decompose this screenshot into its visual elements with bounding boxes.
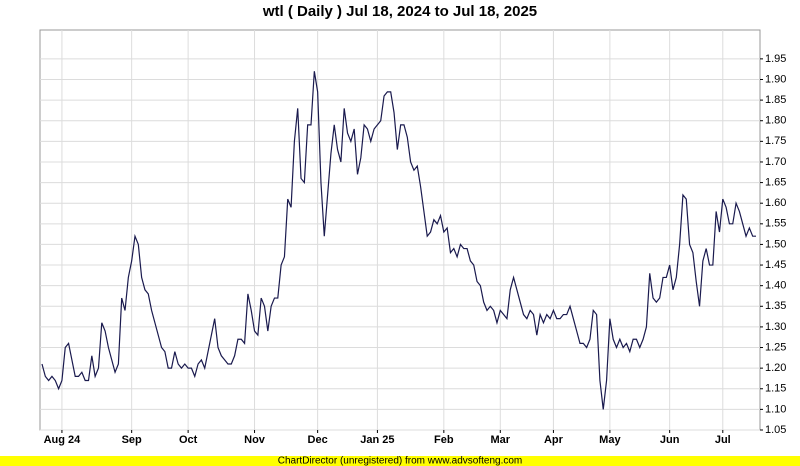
x-tick-label: Dec <box>308 434 328 446</box>
footer: ChartDirector (unregistered) from www.ad… <box>278 456 523 466</box>
x-tick-label: Oct <box>179 434 198 446</box>
x-tick-label: May <box>599 434 621 446</box>
y-tick-label: 1.55 <box>765 218 786 230</box>
y-tick-label: 1.50 <box>765 238 786 250</box>
x-tick-label: Mar <box>491 434 511 446</box>
x-tick-label: Apr <box>544 434 564 446</box>
x-tick-label: Nov <box>244 434 266 446</box>
price-line <box>41 71 756 410</box>
y-tick-label: 1.05 <box>765 424 786 436</box>
y-tick-label: 1.45 <box>765 259 786 271</box>
y-tick-label: 1.25 <box>765 341 786 353</box>
y-tick-label: 1.85 <box>765 94 786 106</box>
x-tick-label: Jun <box>660 434 680 446</box>
y-tick-label: 1.20 <box>765 362 786 374</box>
plot-area <box>39 29 761 431</box>
x-tick-label: Sep <box>122 434 142 446</box>
y-tick-label: 1.90 <box>765 73 786 85</box>
y-tick-label: 1.80 <box>765 115 786 127</box>
x-tick-label: Jul <box>715 434 731 446</box>
y-tick-label: 1.35 <box>765 300 786 312</box>
footer-bar <box>0 456 800 466</box>
y-tick-label: 1.75 <box>765 135 786 147</box>
x-tick-label: Jan 25 <box>360 434 394 446</box>
y-tick-label: 1.60 <box>765 197 786 209</box>
y-tick-label: 1.70 <box>765 156 786 168</box>
y-tick-label: 1.95 <box>765 53 786 65</box>
y-tick-label: 1.10 <box>765 403 786 415</box>
y-tick-label: 1.15 <box>765 383 786 395</box>
y-tick-label: 1.30 <box>765 321 786 333</box>
chart-title: wtl ( Daily ) Jul 18, 2024 to Jul 18, 20… <box>262 3 537 20</box>
y-tick-label: 1.65 <box>765 176 786 188</box>
y-tick-label: 1.40 <box>765 280 786 292</box>
x-tick-label: Feb <box>434 434 454 446</box>
x-tick-label: Aug 24 <box>44 434 82 446</box>
